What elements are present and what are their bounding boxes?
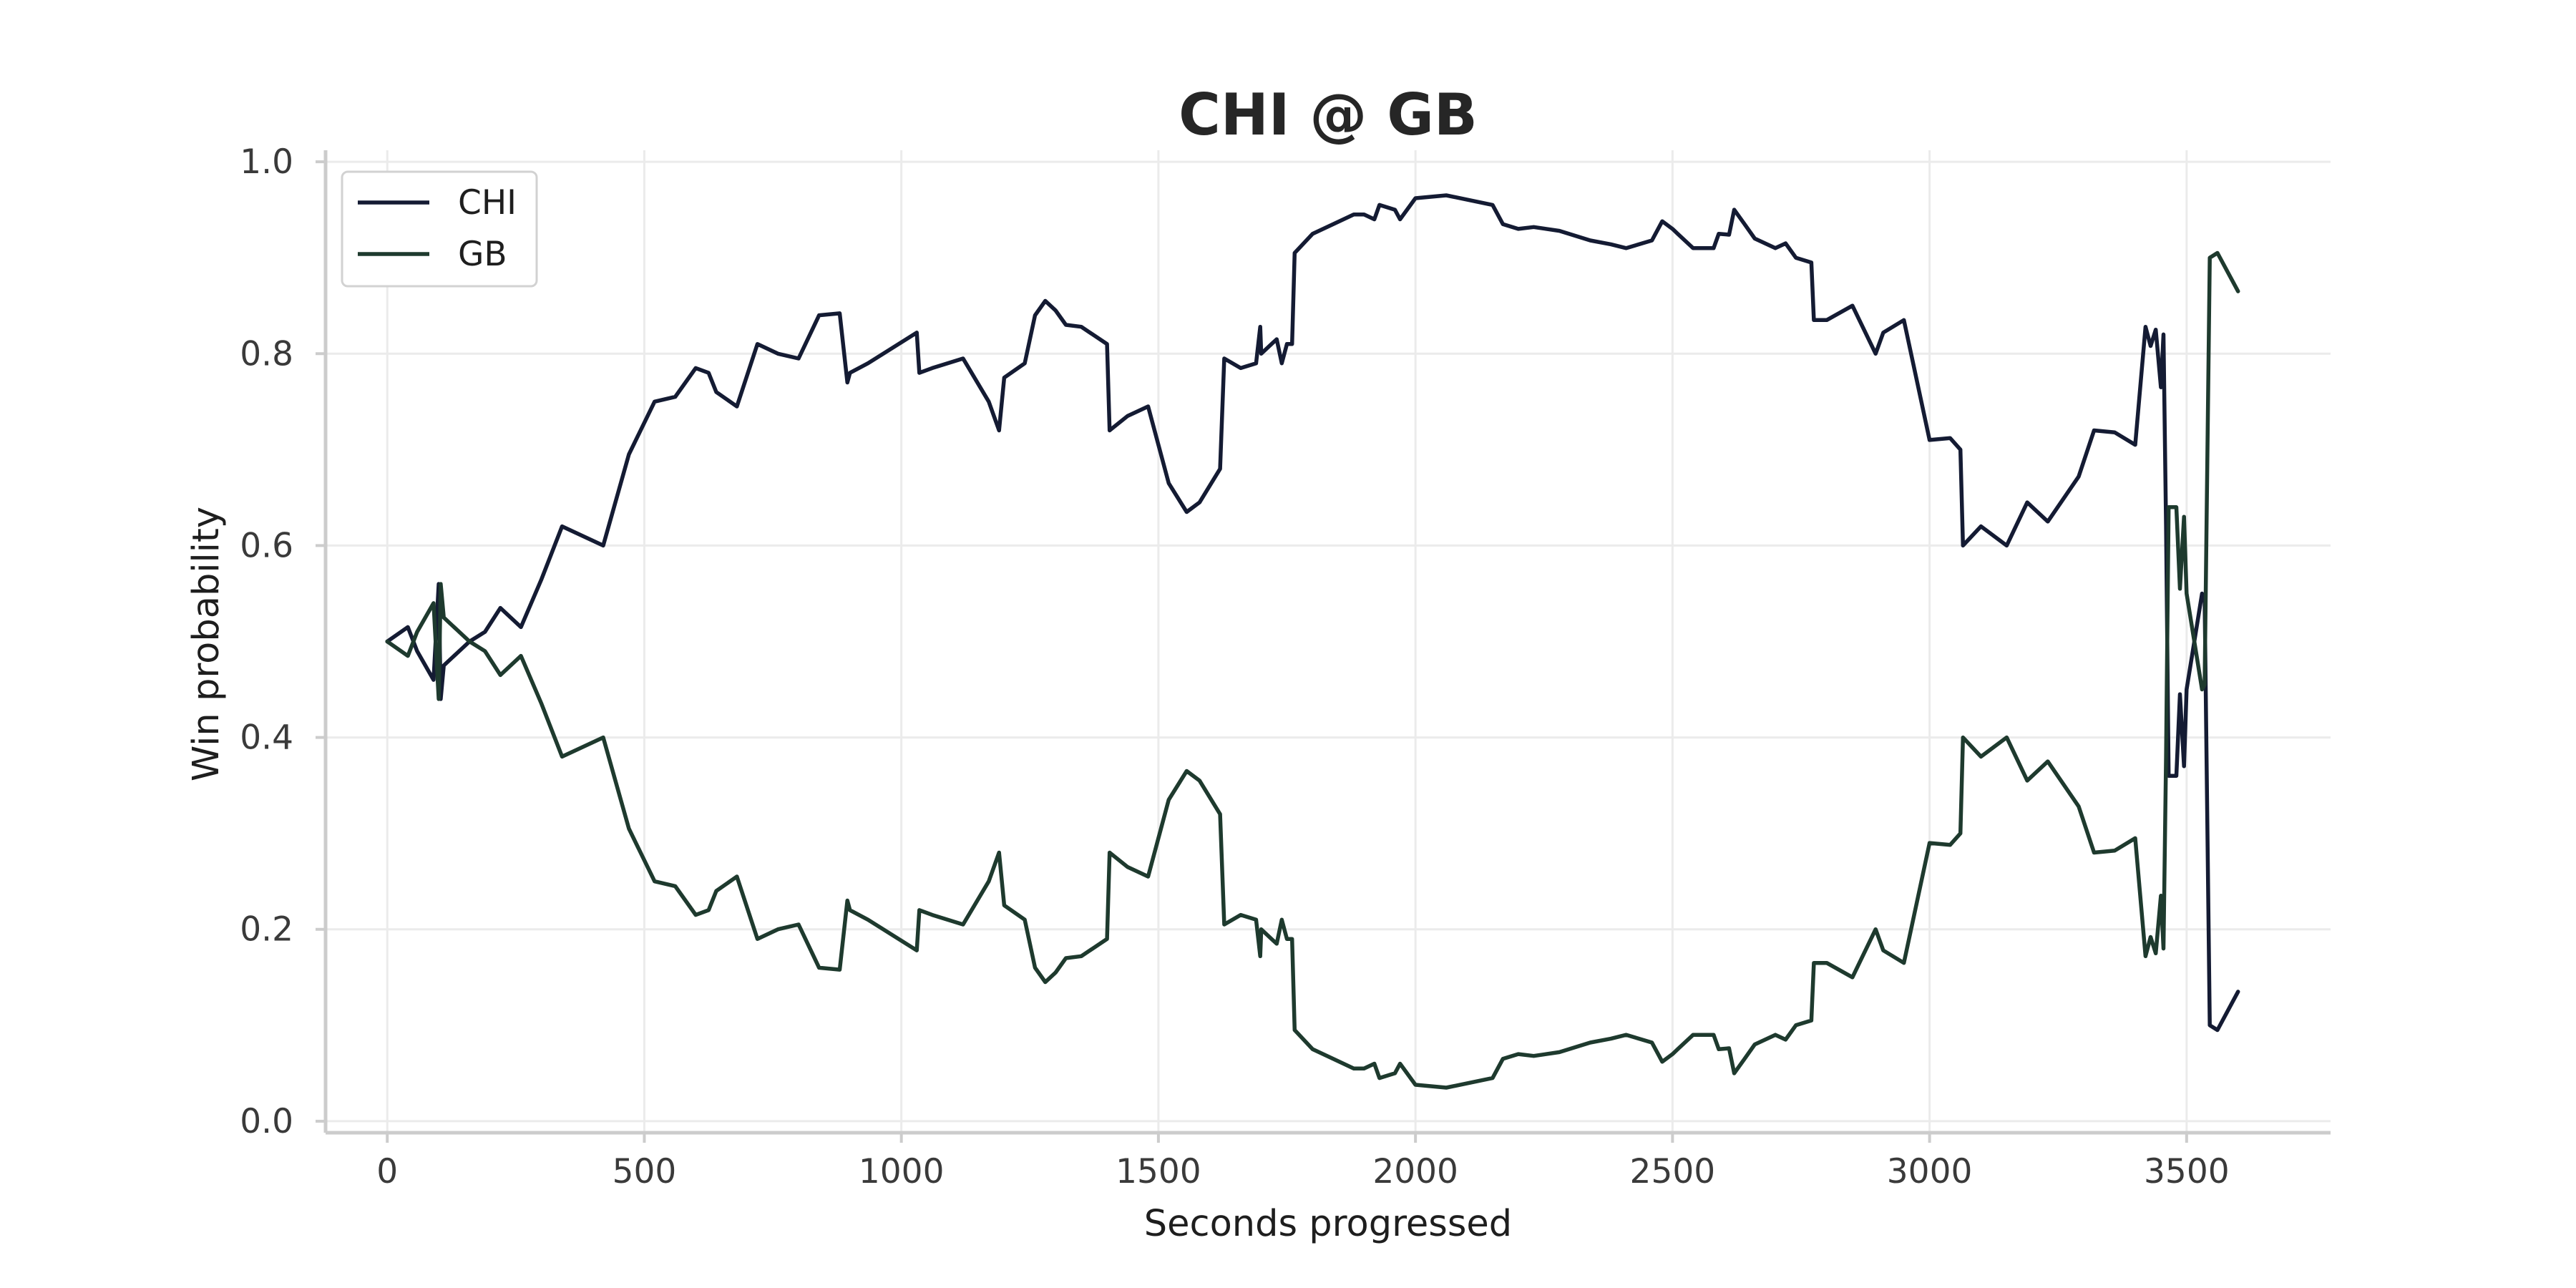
y-tick-label: 0.0	[240, 1102, 293, 1141]
x-tick-label: 1000	[859, 1152, 945, 1191]
y-tick-label: 0.8	[240, 334, 293, 374]
axes: 0 500 1000 1500 2000 2500 3000 3500 0.0 0.2 0.4 0.6…	[240, 142, 2331, 1191]
y-tick-label: 0.6	[240, 526, 293, 565]
x-tick-label: 3000	[1887, 1152, 1973, 1191]
legend-label-gb: GB	[458, 235, 507, 274]
series-lines	[385, 193, 2240, 1090]
y-tick-label: 0.4	[240, 718, 293, 758]
x-tick-label: 2500	[1630, 1152, 1716, 1191]
legend-box	[341, 170, 538, 288]
x-tick-label: 500	[613, 1152, 677, 1191]
legend-label-chi: CHI	[458, 183, 517, 223]
grid	[326, 150, 2331, 1133]
series-line-gb	[385, 250, 2240, 1090]
x-tick-label: 1500	[1116, 1152, 1201, 1191]
y-axis-title: Win probability	[185, 507, 228, 781]
y-tick-label: 0.2	[240, 910, 293, 950]
chart-title: CHI @ GB	[1179, 82, 1478, 148]
x-tick-label: 3500	[2144, 1152, 2230, 1191]
y-tick-label: 1.0	[240, 142, 293, 182]
x-tick-label: 0	[376, 1152, 398, 1191]
x-axis-title: Seconds progressed	[1144, 1203, 1512, 1245]
legend: CHI GB	[341, 170, 538, 288]
x-tick-label: 2000	[1372, 1152, 1458, 1191]
series-line-chi	[385, 193, 2240, 1033]
